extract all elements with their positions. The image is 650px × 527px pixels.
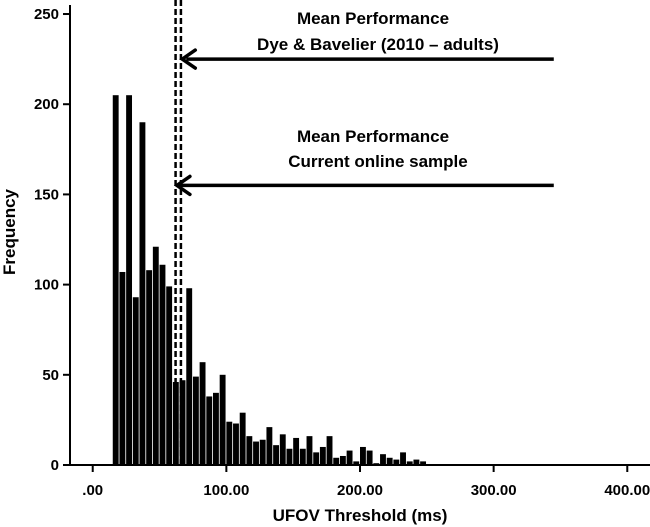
histogram-bar	[266, 427, 273, 465]
annotation-2-line-2: Current online sample	[288, 152, 467, 171]
histogram-bar	[306, 436, 313, 465]
y-tick-label: 0	[51, 457, 59, 474]
histogram-bar	[393, 459, 400, 465]
histogram-bar	[199, 362, 206, 465]
histogram-bar	[313, 452, 320, 465]
histogram-bar	[400, 452, 406, 465]
x-tick-label: 100.00	[203, 482, 249, 499]
y-tick-label: 50	[42, 367, 59, 384]
histogram-bar	[279, 434, 286, 465]
annotation-arrow-head	[179, 48, 198, 70]
histogram-bar	[380, 454, 386, 465]
mean-lines-group	[174, 0, 183, 465]
x-ticks-group: .00 100.00 200.00 300.00 400.00	[82, 465, 650, 499]
histogram-bar	[119, 271, 126, 465]
y-axis-title: Frequency	[0, 188, 19, 275]
annotation-1-line-1: Mean Performance	[297, 9, 449, 28]
histogram-bar	[406, 461, 413, 465]
x-tick-label: .00	[82, 482, 103, 499]
x-tick-label: 300.00	[471, 482, 517, 499]
histogram-bar	[413, 459, 420, 465]
histogram-bar	[152, 246, 159, 465]
histogram-bar	[139, 122, 146, 465]
histogram-bar	[326, 436, 333, 465]
histogram-bar	[366, 450, 373, 465]
arrows-group	[173, 48, 554, 197]
histogram-bar	[186, 288, 193, 465]
histogram-bar	[166, 286, 173, 465]
y-tick-label: 150	[34, 186, 59, 203]
histogram-bar	[179, 380, 186, 465]
histogram-bar	[259, 439, 266, 465]
histogram-bar	[299, 448, 306, 465]
bars-group	[112, 95, 427, 465]
histogram-bar	[226, 421, 233, 465]
x-axis-title: UFOV Threshold (ms)	[273, 506, 448, 525]
histogram-bar	[253, 441, 259, 465]
histogram-bar	[146, 270, 153, 465]
histogram-bar	[346, 450, 353, 465]
histogram-bar	[273, 445, 280, 465]
histogram-bar	[233, 423, 239, 465]
annotation-2-line-1: Mean Performance	[297, 127, 449, 146]
histogram-bar	[213, 392, 219, 465]
histogram-bar	[386, 457, 393, 465]
histogram-bar	[319, 446, 326, 465]
histogram-bar	[246, 436, 253, 465]
y-ticks-group: 0 50 100 150 200 250	[34, 6, 70, 474]
histogram-bar	[112, 95, 119, 465]
histogram-bar	[293, 437, 300, 465]
y-tick-label: 250	[34, 6, 59, 23]
x-tick-label: 400.00	[604, 482, 650, 499]
histogram-bar	[206, 396, 213, 465]
histogram-bar	[159, 264, 166, 465]
histogram-bar	[239, 412, 246, 465]
histogram-bar	[132, 297, 139, 465]
annotation-1-line-2: Dye & Bavelier (2010 – adults)	[257, 35, 499, 54]
histogram-bar	[126, 95, 133, 465]
histogram-bar	[420, 461, 427, 465]
histogram-bar	[219, 374, 226, 465]
histogram-bar	[339, 455, 346, 465]
annotations-group: Mean Performance Dye & Bavelier (2010 – …	[257, 9, 499, 171]
histogram-bar	[333, 457, 340, 465]
histogram-bar	[353, 461, 360, 465]
histogram-bar	[192, 376, 199, 465]
y-tick-label: 100	[34, 277, 59, 294]
annotation-arrow-head	[173, 174, 192, 197]
histogram-bar	[360, 446, 366, 465]
y-tick-label: 200	[34, 96, 59, 113]
x-tick-label: 200.00	[337, 482, 383, 499]
histogram-bar	[286, 448, 293, 465]
